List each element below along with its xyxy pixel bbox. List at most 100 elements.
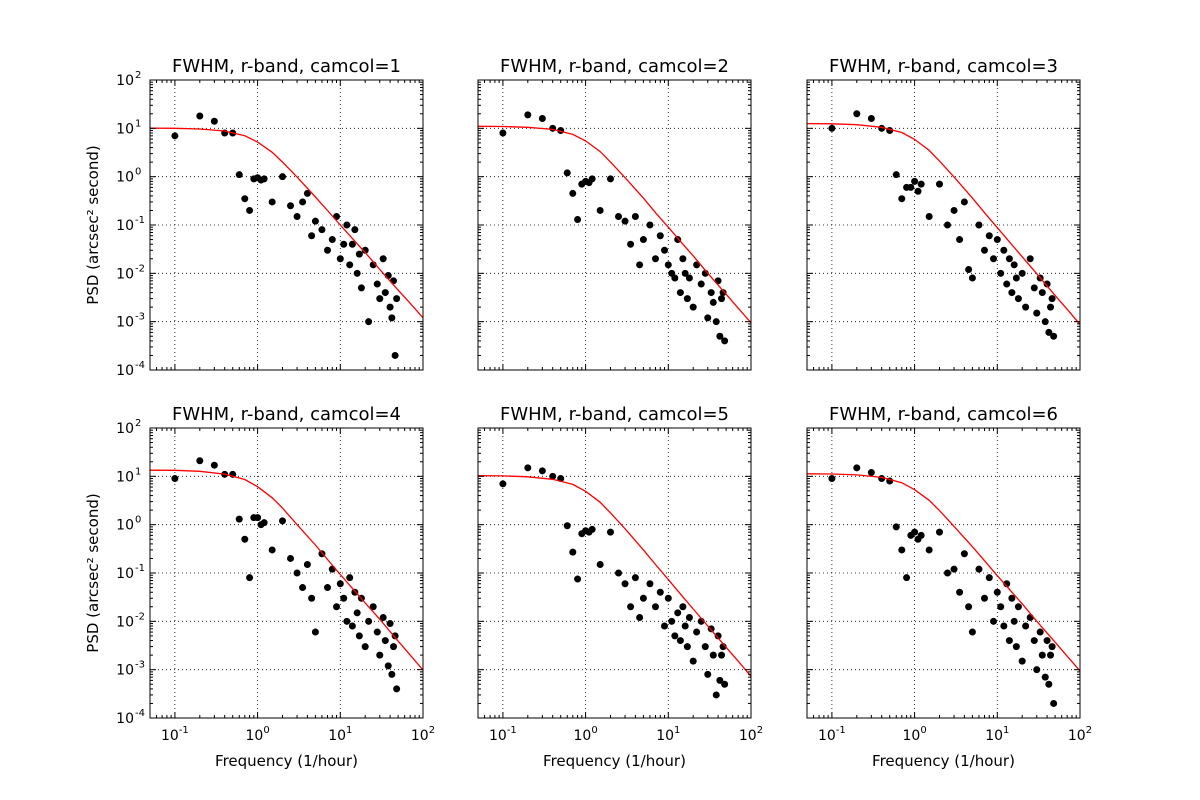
- data-point: [308, 232, 316, 240]
- data-point: [867, 469, 875, 477]
- x-axis-label: Frequency (1/hour): [872, 752, 1015, 770]
- data-point: [975, 221, 983, 229]
- data-point: [685, 614, 693, 622]
- chart-title: FWHM, r-band, camcol=4: [172, 404, 401, 425]
- y-tick-label-exponent: -2: [135, 611, 145, 622]
- data-point: [1022, 622, 1030, 630]
- data-point: [171, 132, 179, 140]
- plot-area: [807, 464, 1080, 707]
- y-tick-label-exponent: -1: [135, 563, 145, 574]
- data-point: [925, 546, 933, 554]
- data-point: [707, 289, 715, 297]
- data-point: [960, 198, 968, 206]
- data-point: [968, 274, 976, 282]
- data-point: [997, 269, 1005, 277]
- data-point: [343, 617, 351, 625]
- data-point: [293, 212, 301, 220]
- chart-title: FWHM, r-band, camcol=1: [172, 56, 401, 77]
- data-point: [235, 515, 243, 523]
- data-point: [1003, 280, 1011, 288]
- data-point: [303, 189, 311, 197]
- data-point: [386, 303, 394, 311]
- y-tick-label: 10: [116, 73, 134, 89]
- data-point: [171, 475, 179, 483]
- x-tick-label-exponent: -1: [507, 725, 517, 736]
- data-point: [853, 110, 861, 118]
- data-point: [1033, 666, 1041, 674]
- data-point: [235, 171, 243, 179]
- data-point: [606, 528, 614, 536]
- y-tick-label-exponent: 1: [135, 118, 141, 129]
- data-point: [661, 246, 669, 254]
- data-point: [333, 603, 341, 611]
- data-point: [689, 657, 697, 665]
- data-point: [391, 632, 399, 640]
- data-point: [569, 548, 577, 556]
- data-point: [241, 195, 249, 203]
- data-point: [353, 269, 361, 277]
- x-tick-label: 10-1: [489, 725, 517, 744]
- data-point: [1000, 622, 1008, 630]
- data-point: [681, 622, 689, 630]
- data-point: [1038, 651, 1046, 659]
- data-point: [950, 206, 958, 214]
- data-point: [278, 173, 286, 181]
- fit-line: [478, 475, 751, 677]
- data-point: [260, 519, 268, 527]
- data-point: [960, 550, 968, 558]
- data-point: [898, 195, 906, 203]
- data-point: [1010, 617, 1018, 625]
- data-point: [596, 206, 604, 214]
- data-point: [1048, 295, 1056, 303]
- data-point: [343, 221, 351, 229]
- data-point: [386, 620, 394, 628]
- y-tick-label-exponent: 1: [135, 466, 141, 477]
- data-point: [704, 314, 712, 322]
- data-point: [355, 632, 363, 640]
- data-point: [1005, 637, 1013, 645]
- data-point: [975, 565, 983, 573]
- chart-title: FWHM, r-band, camcol=2: [500, 56, 729, 77]
- data-point: [990, 255, 998, 263]
- data-point: [683, 295, 691, 303]
- chart-panel-2: FWHM, r-band, camcol=2: [477, 56, 752, 371]
- y-tick-label-exponent: -4: [135, 708, 145, 719]
- plot-area: [478, 464, 751, 699]
- data-point: [917, 531, 925, 539]
- data-point: [935, 180, 943, 188]
- data-point: [1012, 274, 1020, 282]
- data-point: [704, 670, 712, 678]
- data-point: [1026, 255, 1034, 263]
- data-point: [563, 522, 571, 530]
- y-tick-label-exponent: -4: [135, 360, 145, 371]
- x-tick-label: 10-1: [161, 725, 189, 744]
- data-point: [365, 617, 373, 625]
- data-point: [980, 594, 988, 602]
- data-point: [606, 175, 614, 183]
- data-point: [668, 617, 676, 625]
- data-point: [260, 175, 268, 183]
- data-point: [716, 676, 724, 684]
- data-point: [714, 277, 722, 285]
- data-point: [373, 628, 381, 636]
- plot-area: [807, 110, 1080, 340]
- x-tick-label: 100: [573, 725, 597, 744]
- x-tick-label: 101: [985, 725, 1009, 744]
- data-point: [676, 637, 684, 645]
- data-point: [911, 177, 919, 185]
- data-point: [1043, 637, 1051, 645]
- data-point: [1014, 295, 1022, 303]
- data-point: [701, 643, 709, 651]
- data-point: [631, 574, 639, 582]
- data-point: [333, 212, 341, 220]
- fit-line: [807, 122, 1080, 325]
- data-point: [328, 236, 336, 244]
- y-tick-label-exponent: 0: [135, 167, 141, 178]
- data-point: [1038, 289, 1046, 297]
- data-point: [828, 124, 836, 132]
- fit-line: [807, 473, 1080, 672]
- data-point: [588, 175, 596, 183]
- data-point: [914, 187, 922, 195]
- data-point: [993, 588, 1001, 596]
